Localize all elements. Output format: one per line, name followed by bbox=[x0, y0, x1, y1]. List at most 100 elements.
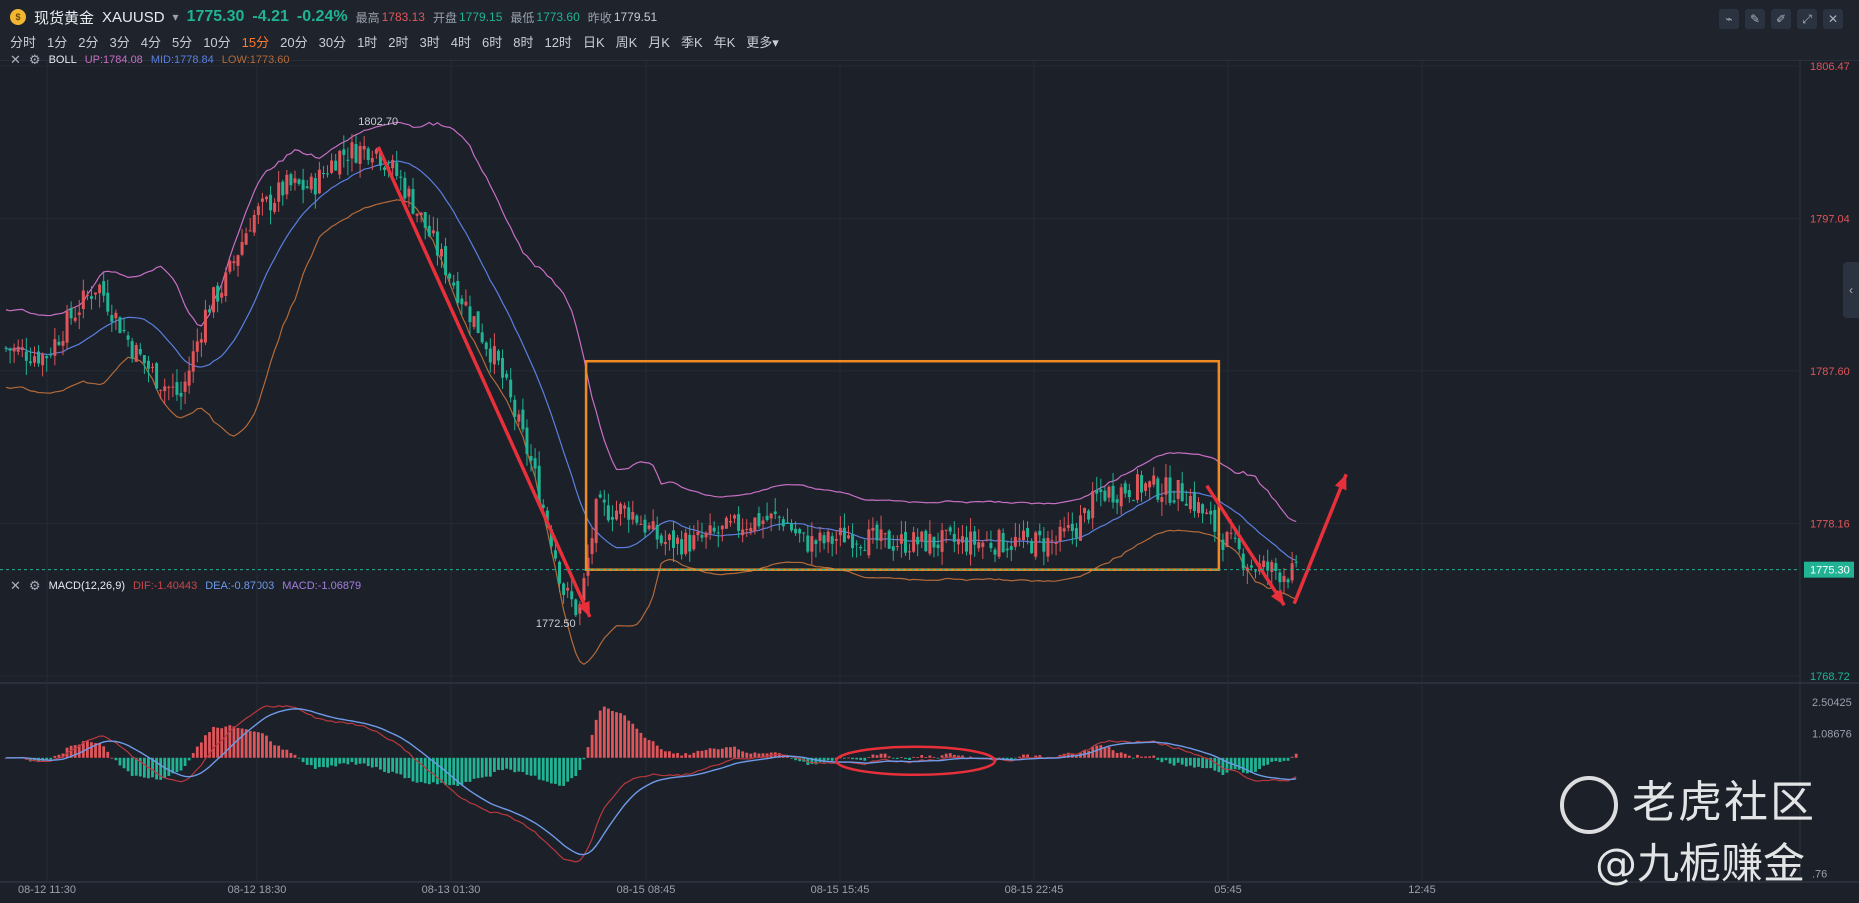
candle-body bbox=[529, 455, 533, 461]
tab-period-16[interactable]: 12时 bbox=[544, 35, 572, 50]
macd-bar bbox=[1164, 757, 1168, 761]
candle-body bbox=[651, 521, 655, 530]
tab-period-6[interactable]: 10分 bbox=[203, 35, 231, 50]
draw-line-icon[interactable]: ✐ bbox=[1771, 9, 1791, 29]
fullscreen-icon[interactable]: ⤢ bbox=[1797, 9, 1817, 29]
candle-body bbox=[594, 499, 598, 544]
tab-period-5[interactable]: 5分 bbox=[171, 35, 193, 50]
tab-period-1[interactable]: 1分 bbox=[47, 35, 68, 50]
macd-bar bbox=[334, 757, 338, 767]
tab-period-18[interactable]: 周K bbox=[615, 35, 638, 50]
macd-bar bbox=[179, 757, 183, 771]
candle-body bbox=[1001, 532, 1005, 553]
macd-bar bbox=[1274, 757, 1278, 762]
tab-period-4[interactable]: 4分 bbox=[140, 35, 161, 50]
macd-bar bbox=[716, 749, 720, 758]
tab-period-11[interactable]: 2时 bbox=[388, 35, 409, 50]
tab-period-10[interactable]: 1时 bbox=[357, 35, 378, 50]
instrument-name[interactable]: 现货黄金 bbox=[34, 9, 95, 27]
time-axis-label: 08-12 11:30 bbox=[18, 884, 76, 896]
macd-dif-line bbox=[5, 705, 1297, 863]
macd-bar bbox=[110, 757, 114, 759]
macd-bar bbox=[871, 754, 875, 758]
candle-body bbox=[1290, 563, 1294, 581]
price-axis-label: 1806.47 bbox=[1810, 61, 1850, 73]
tab-period-20[interactable]: 季K bbox=[680, 35, 703, 50]
tab-period-15[interactable]: 8时 bbox=[513, 35, 534, 50]
candle-body bbox=[1013, 536, 1017, 547]
macd-bar bbox=[472, 757, 476, 779]
tab-period-21[interactable]: 年K bbox=[713, 35, 736, 50]
tab-period-13[interactable]: 4时 bbox=[450, 35, 471, 50]
tab-period-2[interactable]: 2分 bbox=[78, 35, 99, 50]
macd-bar bbox=[289, 752, 293, 758]
macd-bar bbox=[663, 751, 667, 758]
down-arrow-head bbox=[578, 600, 590, 617]
indicator-icon[interactable]: ⌁ bbox=[1719, 9, 1739, 29]
macd-bar bbox=[366, 757, 370, 767]
macd-bar bbox=[134, 757, 138, 776]
candle-body bbox=[1213, 510, 1217, 532]
macd-bar bbox=[431, 757, 435, 783]
candle-body bbox=[85, 295, 89, 297]
candle-body bbox=[769, 513, 773, 519]
tab-period-7[interactable]: 15分 bbox=[241, 35, 270, 50]
candle-body bbox=[81, 290, 85, 309]
macd-bar bbox=[940, 755, 944, 758]
macd-bar bbox=[1103, 747, 1107, 758]
collapse-panel-icon[interactable]: ‹ bbox=[1843, 262, 1859, 318]
macd-bar bbox=[1294, 753, 1298, 758]
tab-period-19[interactable]: 月K bbox=[648, 35, 670, 50]
tab-period-0[interactable]: 分时 bbox=[10, 35, 37, 50]
candle-body bbox=[1034, 532, 1038, 557]
tab-period-8[interactable]: 20分 bbox=[280, 35, 308, 50]
tab-period-3[interactable]: 3分 bbox=[109, 35, 130, 50]
high-label: 最高 bbox=[355, 10, 380, 25]
candle-body bbox=[826, 531, 830, 543]
tab-period-14[interactable]: 6时 bbox=[482, 35, 503, 50]
chevron-down-icon[interactable]: ▾ bbox=[172, 10, 179, 24]
instrument-symbol[interactable]: XAUUSD bbox=[102, 8, 165, 26]
candle-body bbox=[1197, 502, 1201, 514]
candle-body bbox=[1144, 483, 1148, 491]
candle-body bbox=[659, 535, 663, 544]
candle-body bbox=[102, 281, 106, 296]
macd-bar bbox=[1270, 757, 1274, 762]
macd-bar bbox=[1136, 754, 1139, 758]
macd-bar bbox=[936, 757, 940, 759]
tab-period-17[interactable]: 日K bbox=[582, 35, 605, 50]
macd-bar bbox=[261, 733, 264, 758]
candle-body bbox=[163, 386, 167, 392]
tab-period-22[interactable]: 更多▾ bbox=[746, 35, 779, 50]
candle-body bbox=[582, 578, 586, 601]
macd-bar bbox=[651, 741, 655, 758]
macd-bar bbox=[232, 726, 236, 758]
candle-body bbox=[1225, 532, 1229, 547]
macd-bar bbox=[464, 757, 468, 782]
macd-bar bbox=[403, 757, 407, 779]
candle-body bbox=[891, 546, 895, 551]
candle-body bbox=[948, 527, 952, 532]
settings-icon[interactable]: ⚙ bbox=[28, 52, 41, 67]
tab-period-9[interactable]: 30分 bbox=[318, 35, 347, 50]
draw-icon[interactable]: ✎ bbox=[1745, 9, 1765, 29]
candle-body bbox=[969, 531, 973, 555]
tab-period-12[interactable]: 3时 bbox=[419, 35, 440, 50]
macd-bar bbox=[273, 745, 277, 758]
close-indicator-icon[interactable]: ✕ bbox=[10, 578, 21, 593]
candle-body bbox=[1095, 490, 1099, 494]
candle-body bbox=[183, 381, 187, 392]
macd-bar bbox=[810, 757, 814, 764]
macd-bar bbox=[493, 757, 496, 772]
candle-body bbox=[492, 346, 496, 365]
macd-bar bbox=[167, 757, 171, 776]
close-icon[interactable]: ✕ bbox=[1823, 9, 1843, 29]
candle-body bbox=[1030, 540, 1034, 554]
time-axis-label: 05:45 bbox=[1214, 884, 1242, 896]
candle-body bbox=[45, 356, 49, 359]
candle-body bbox=[903, 531, 907, 553]
candle-body bbox=[179, 392, 183, 397]
close-indicator-icon[interactable]: ✕ bbox=[10, 52, 21, 67]
settings-icon[interactable]: ⚙ bbox=[28, 578, 41, 593]
